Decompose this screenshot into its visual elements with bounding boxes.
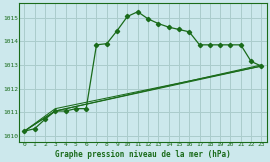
X-axis label: Graphe pression niveau de la mer (hPa): Graphe pression niveau de la mer (hPa) [55,150,231,159]
